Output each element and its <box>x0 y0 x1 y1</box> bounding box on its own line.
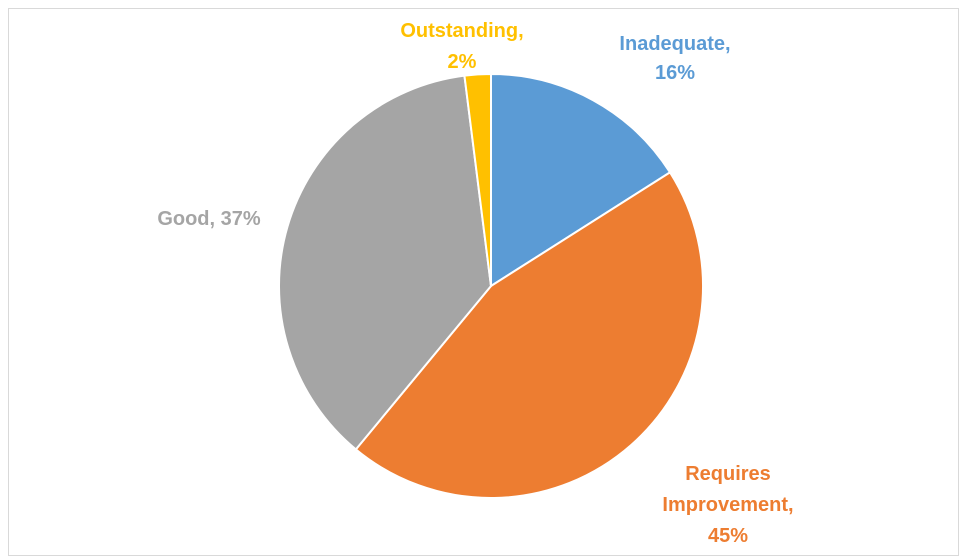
label-requires-improvement-percent: 45% <box>708 525 748 547</box>
label-requires-improvement: Requires <box>685 463 771 485</box>
pie-slice-outstanding <box>463 73 492 287</box>
label-inadequate-percent: 16% <box>655 62 695 84</box>
pie-slice-inadequate <box>490 73 671 287</box>
pie-slices <box>278 73 705 499</box>
label-good: Good, 37% <box>157 208 261 230</box>
label-requires-improvement-line2: Improvement, <box>662 494 793 516</box>
pie-slice-requires-improvement <box>354 171 705 499</box>
pie-slice-good <box>278 74 492 451</box>
label-outstanding: Outstanding, <box>400 20 523 42</box>
label-outstanding-percent: 2% <box>448 51 477 73</box>
label-inadequate: Inadequate, <box>619 33 730 55</box>
